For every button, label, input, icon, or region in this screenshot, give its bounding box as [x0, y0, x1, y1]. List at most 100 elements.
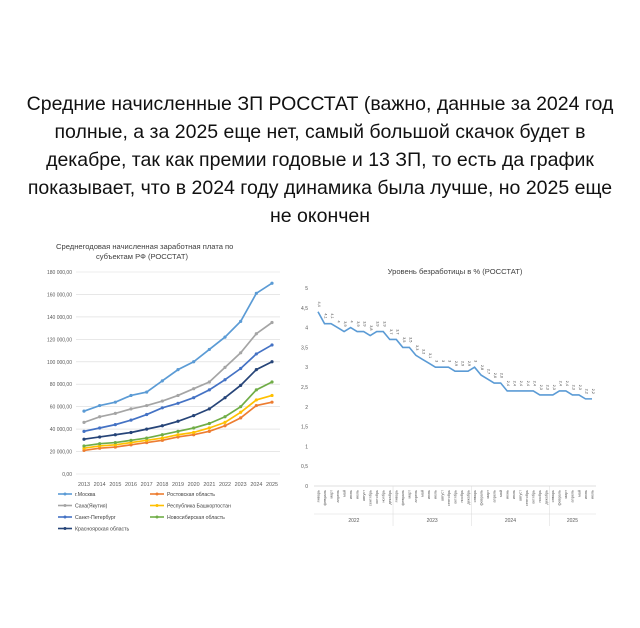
- salary-legend-label: Саха(Якутия): [75, 504, 108, 510]
- unemployment-y-tick-label: 2: [305, 405, 308, 411]
- salary-data-point: [145, 390, 149, 394]
- salary-data-point: [223, 378, 227, 382]
- salary-data-point: [270, 400, 274, 404]
- salary-data-point: [176, 429, 180, 433]
- salary-data-point: [176, 419, 180, 423]
- salary-data-point: [129, 443, 133, 447]
- unemployment-data-label: 2,9: [461, 361, 465, 366]
- salary-chart-title-line-2: субъектам РФ (РОССТАТ): [96, 252, 189, 261]
- unemployment-month-label: июнь: [505, 490, 509, 499]
- salary-data-point: [270, 393, 274, 398]
- salary-data-point: [160, 379, 164, 383]
- unemployment-data-label: 4,1: [330, 313, 334, 318]
- salary-legend-label: Республика Башкортостан: [167, 504, 231, 510]
- unemployment-year-label: 2024: [505, 518, 516, 524]
- salary-data-point: [223, 424, 227, 428]
- unemployment-month-label: май: [342, 490, 346, 497]
- salary-x-tick-label: 2014: [94, 482, 106, 488]
- salary-data-point: [129, 438, 133, 442]
- salary-data-point: [207, 429, 211, 433]
- salary-data-point: [160, 436, 164, 440]
- salary-y-tick-label: 20 000,00: [50, 450, 72, 456]
- salary-data-point: [113, 440, 117, 445]
- salary-data-point: [192, 387, 196, 391]
- salary-data-point: [113, 400, 117, 404]
- unemployment-month-label: июль: [590, 490, 594, 499]
- unemployment-month-label: февраль: [479, 490, 483, 506]
- unemployment-data-label: 2,9: [454, 361, 458, 366]
- unemployment-data-label: 2,4: [526, 381, 530, 386]
- unemployment-data-label: 2,9: [467, 361, 471, 366]
- salary-data-point: [239, 405, 243, 409]
- salary-data-point: [145, 438, 149, 442]
- salary-y-tick-label: 140 000,00: [47, 315, 72, 321]
- unemployment-month-label: август: [519, 490, 523, 501]
- salary-data-point: [129, 418, 133, 422]
- unemployment-month-label: март: [329, 490, 333, 499]
- unemployment-month-label: июль: [512, 490, 516, 499]
- salary-data-point: [82, 429, 86, 433]
- unemployment-y-tick-label: 4,5: [301, 306, 308, 312]
- salary-data-point: [82, 437, 86, 441]
- salary-series-line: [83, 282, 273, 412]
- unemployment-data-label: 3: [441, 360, 445, 362]
- unemployment-month-label: март: [486, 490, 490, 499]
- unemployment-data-label: 3,7: [395, 329, 399, 334]
- salary-data-point: [98, 442, 102, 446]
- salary-data-point: [82, 420, 86, 424]
- unemployment-month-label: октябрь: [453, 490, 457, 504]
- salary-data-point: [239, 416, 243, 420]
- salary-data-point: [113, 445, 117, 449]
- unemployment-data-label: 2,4: [558, 381, 562, 386]
- salary-x-tick-label: 2024: [250, 482, 262, 488]
- unemployment-data-label: 2,6: [493, 373, 497, 378]
- unemployment-chart-title-text: Уровень безработицы в % (РОССТАТ): [388, 267, 523, 276]
- salary-y-tick-label: 0,00: [62, 472, 72, 478]
- unemployment-month-label: декабрь: [545, 490, 549, 504]
- unemployment-month-label: май: [421, 490, 425, 497]
- salary-y-tick-label: 120 000,00: [47, 337, 72, 343]
- salary-chart-title: Среднегодовая начисленная заработная пла…: [56, 242, 233, 261]
- unemployment-y-tick-label: 5: [305, 286, 308, 292]
- salary-data-point: [223, 396, 227, 400]
- unemployment-data-label: 3,8: [369, 325, 373, 330]
- salary-data-point: [98, 444, 102, 448]
- salary-chart-y-ticks: 0,00 20 000,00 40 000,00 60 000,00 80 000,00…: [47, 270, 72, 478]
- unemployment-data-label: 4: [337, 320, 341, 322]
- unemployment-line-chart: Уровень безработицы в % (РОССТАТ) 0 0,5 1 1…: [301, 267, 596, 526]
- salary-data-point: [239, 366, 243, 371]
- unemployment-year-label: 2022: [348, 518, 359, 524]
- salary-data-point: [270, 320, 274, 325]
- salary-data-point: [145, 436, 149, 440]
- unemployment-data-label: 3,9: [363, 321, 367, 326]
- salary-data-point: [192, 433, 196, 437]
- salary-legend-label: Санкт-Петербург: [75, 515, 116, 521]
- unemployment-month-label: май: [577, 490, 581, 497]
- unemployment-data-label: 3,2: [421, 349, 425, 354]
- salary-x-tick-label: 2018: [156, 482, 168, 488]
- salary-data-point: [192, 414, 196, 418]
- salary-data-point: [192, 426, 196, 430]
- salary-data-point: [270, 343, 274, 347]
- unemployment-month-label: апрель: [571, 490, 575, 502]
- unemployment-month-label: март: [408, 490, 412, 499]
- unemployment-month-label: январь: [473, 490, 477, 502]
- salary-data-point: [129, 430, 133, 435]
- unemployment-data-label: 3,5: [408, 337, 412, 342]
- salary-data-point: [207, 407, 211, 411]
- salary-x-tick-label: 2022: [219, 482, 231, 488]
- salary-data-point: [160, 433, 164, 437]
- unemployment-data-label: 2,4: [565, 381, 569, 386]
- salary-data-point: [98, 426, 102, 430]
- unemployment-y-tick-label: 2,5: [301, 385, 308, 391]
- salary-data-point: [113, 433, 117, 437]
- salary-data-point: [98, 403, 102, 408]
- salary-data-point: [82, 444, 86, 448]
- salary-data-point: [192, 430, 196, 435]
- salary-data-point: [223, 365, 227, 369]
- unemployment-year-label: 2025: [567, 518, 578, 524]
- salary-data-point: [239, 410, 243, 414]
- salary-legend-label: Ростовская область: [167, 492, 215, 498]
- salary-data-point: [82, 448, 86, 453]
- unemployment-month-label: январь: [395, 490, 399, 502]
